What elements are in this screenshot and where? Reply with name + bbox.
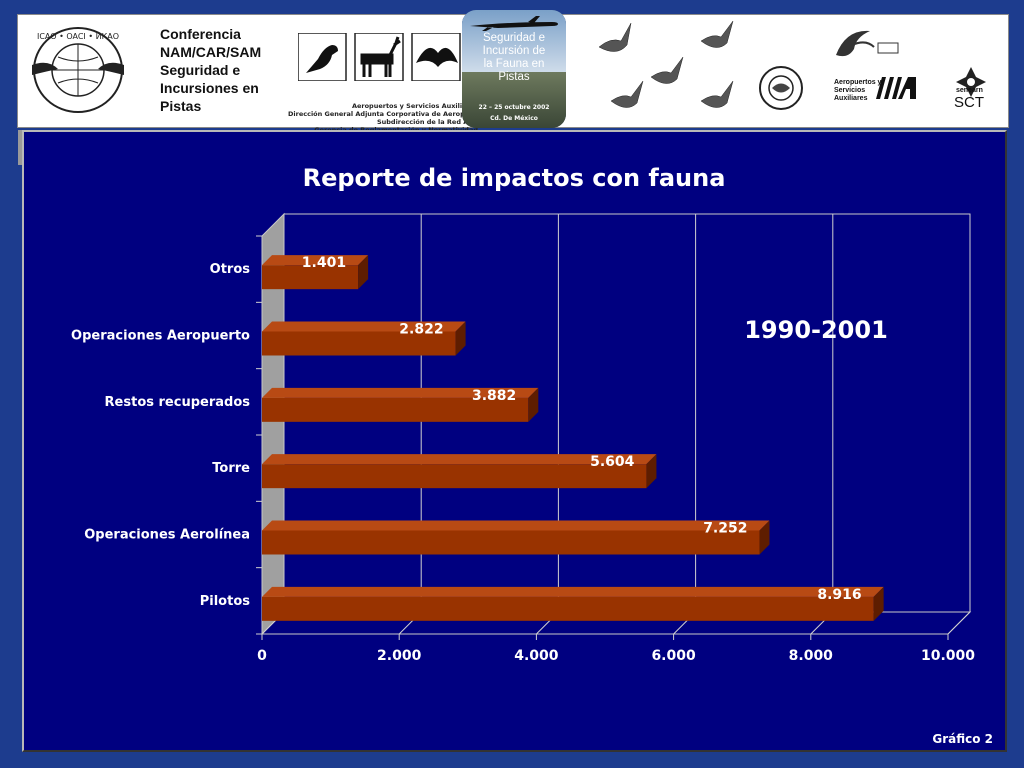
bar [262, 265, 359, 290]
bar-top-face [262, 255, 369, 266]
bar-top-face [262, 520, 770, 531]
bar-side-face [646, 454, 657, 489]
x-tick-label: 4.000 [514, 648, 559, 664]
x-tick-label: 2.000 [377, 648, 422, 664]
bar-top-face [262, 454, 657, 465]
icao-logo-icon: ICAO • OACI • ИКАО [32, 27, 124, 113]
floor-gridline [947, 611, 971, 635]
senearn-logo-icon [956, 67, 986, 97]
badge-ground [462, 72, 566, 128]
y-category-label: Restos recuperados [105, 395, 251, 410]
bar-value-label: 8.916 [817, 587, 861, 603]
badge-sky [462, 10, 566, 72]
bar [262, 331, 456, 356]
bar-value-label: 5.604 [590, 454, 635, 470]
wildlife-pictograms-icon [298, 33, 461, 81]
svg-text:ICAO • OACI • ИКАО: ICAO • OACI • ИКАО [37, 32, 119, 41]
y-category-label: Operaciones Aerolínea [84, 528, 250, 543]
y-category-label: Otros [210, 262, 251, 277]
bar-value-label: 1.401 [302, 255, 346, 271]
bar-side-face [759, 520, 770, 555]
x-tick-label: 6.000 [651, 648, 696, 664]
y-category-label: Operaciones Aeropuerto [71, 329, 250, 344]
bar-top-face [262, 321, 466, 332]
x-tick-label: 10.000 [921, 648, 975, 664]
badge-title: Seguridad e Incursión de la Fauna en Pis… [482, 32, 546, 83]
bar-side-face [528, 387, 539, 422]
airplane-icon [470, 16, 558, 31]
bar-side-face [873, 586, 884, 621]
bar [262, 596, 874, 621]
bar-top-face [262, 586, 884, 597]
seal-logo-icon [759, 66, 803, 110]
bar [262, 397, 529, 422]
chart-title: Reporte de impactos con fauna [303, 164, 726, 192]
chart-panel: Reporte de impactos con fauna 0 2.000 4.000… [22, 130, 1007, 752]
y-category-label: Torre [212, 461, 250, 476]
bar-value-label: 7.252 [703, 521, 747, 537]
bar-side-face [455, 321, 466, 356]
flying-geese-icon [598, 20, 734, 108]
panel-side-band [18, 130, 24, 165]
bar-value-label: 2.822 [399, 322, 443, 338]
x-tick-label: 0 [257, 648, 267, 664]
y-category-label: Pilotos [200, 594, 251, 609]
sct-eagle-logo-icon [836, 30, 899, 57]
asa-logo-text: Aeropuertos y Servicios Auxiliares [834, 79, 882, 102]
senearn-label: senearn [956, 87, 983, 94]
event-badge: Seguridad e Incursión de la Fauna en Pis… [462, 10, 566, 128]
bar [262, 464, 647, 489]
figure-label: Gráfico 2 [932, 732, 993, 746]
badge-date: 22 – 25 octubre 2002 Cd. De México [478, 104, 550, 122]
bar-side-face [358, 255, 369, 290]
bar-top-face [262, 387, 539, 398]
bar-value-label: 3.882 [472, 388, 516, 404]
sct-label: SCT [954, 94, 984, 111]
asa-logo-icon [876, 77, 916, 99]
x-tick-label: 8.000 [789, 648, 834, 664]
conference-title: Conferencia NAM/CAR/SAM Seguridad e Incu… [160, 26, 262, 114]
bar-chart: Reporte de impactos con fauna 0 2.000 4.000… [71, 164, 975, 664]
period-annotation: 1990-2001 [744, 316, 888, 344]
bar [262, 530, 760, 555]
